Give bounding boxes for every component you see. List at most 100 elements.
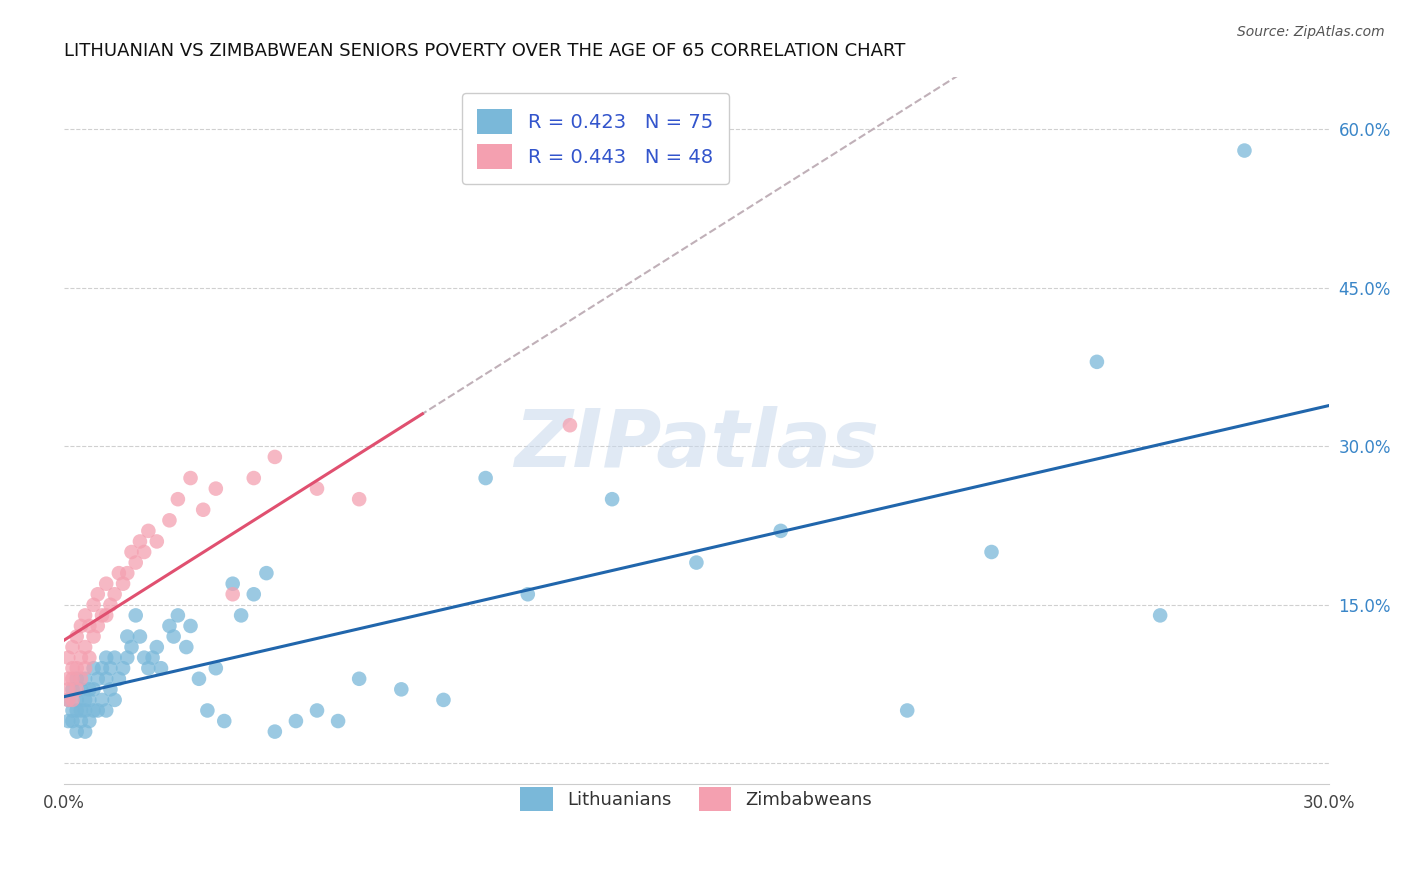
- Point: [70, 714, 93, 728]
- Point: [474, 471, 496, 485]
- Text: LITHUANIAN VS ZIMBABWEAN SENIORS POVERTY OVER THE AGE OF 65 CORRELATION CHART: LITHUANIAN VS ZIMBABWEAN SENIORS POVERTY…: [65, 42, 905, 60]
- Point: [58, 693, 80, 707]
- Point: [96, 650, 118, 665]
- Point: [150, 661, 173, 675]
- Point: [108, 672, 131, 686]
- Text: ZIPatlas: ZIPatlas: [515, 406, 879, 483]
- Point: [129, 534, 152, 549]
- Point: [58, 650, 80, 665]
- Point: [180, 471, 202, 485]
- Point: [79, 650, 101, 665]
- Point: [79, 682, 101, 697]
- Point: [600, 492, 623, 507]
- Point: [75, 703, 97, 717]
- Point: [83, 630, 105, 644]
- Point: [1149, 608, 1171, 623]
- Point: [112, 576, 135, 591]
- Point: [146, 534, 169, 549]
- Point: [62, 693, 84, 707]
- Point: [96, 703, 118, 717]
- Point: [66, 703, 89, 717]
- Point: [263, 724, 285, 739]
- Point: [980, 545, 1002, 559]
- Point: [685, 556, 707, 570]
- Point: [229, 608, 252, 623]
- Point: [87, 672, 110, 686]
- Point: [62, 682, 84, 697]
- Point: [104, 587, 127, 601]
- Point: [87, 587, 110, 601]
- Point: [79, 619, 101, 633]
- Point: [180, 619, 202, 633]
- Point: [58, 714, 80, 728]
- Point: [75, 672, 97, 686]
- Point: [75, 608, 97, 623]
- Point: [104, 693, 127, 707]
- Point: [193, 502, 215, 516]
- Point: [75, 693, 97, 707]
- Point: [96, 672, 118, 686]
- Legend: Lithuanians, Zimbabweans: Lithuanians, Zimbabweans: [506, 772, 887, 825]
- Point: [347, 672, 370, 686]
- Point: [117, 650, 139, 665]
- Point: [62, 672, 84, 686]
- Point: [138, 524, 160, 538]
- Point: [87, 619, 110, 633]
- Point: [167, 608, 190, 623]
- Point: [108, 566, 131, 581]
- Point: [558, 418, 581, 433]
- Point: [163, 630, 186, 644]
- Point: [188, 672, 211, 686]
- Point: [91, 608, 114, 623]
- Text: Source: ZipAtlas.com: Source: ZipAtlas.com: [1237, 25, 1385, 39]
- Point: [117, 566, 139, 581]
- Point: [516, 587, 538, 601]
- Point: [1233, 144, 1256, 158]
- Point: [167, 492, 190, 507]
- Point: [263, 450, 285, 464]
- Point: [212, 714, 235, 728]
- Point: [326, 714, 349, 728]
- Point: [134, 650, 156, 665]
- Point: [121, 640, 143, 654]
- Point: [79, 693, 101, 707]
- Point: [66, 630, 89, 644]
- Point: [70, 650, 93, 665]
- Point: [104, 650, 127, 665]
- Point: [58, 672, 80, 686]
- Point: [221, 576, 243, 591]
- Point: [70, 619, 93, 633]
- Point: [159, 513, 181, 527]
- Point: [83, 598, 105, 612]
- Point: [66, 682, 89, 697]
- Point: [75, 640, 97, 654]
- Point: [242, 471, 264, 485]
- Point: [75, 724, 97, 739]
- Point: [91, 661, 114, 675]
- Point: [70, 682, 93, 697]
- Point: [62, 703, 84, 717]
- Point: [83, 682, 105, 697]
- Point: [305, 482, 328, 496]
- Point: [112, 661, 135, 675]
- Point: [221, 587, 243, 601]
- Point: [79, 714, 101, 728]
- Point: [66, 661, 89, 675]
- Point: [58, 682, 80, 697]
- Point: [58, 693, 80, 707]
- Point: [242, 587, 264, 601]
- Point: [87, 703, 110, 717]
- Point: [347, 492, 370, 507]
- Point: [96, 608, 118, 623]
- Point: [66, 724, 89, 739]
- Point: [117, 630, 139, 644]
- Point: [769, 524, 792, 538]
- Point: [66, 672, 89, 686]
- Point: [91, 693, 114, 707]
- Point: [159, 619, 181, 633]
- Point: [75, 661, 97, 675]
- Point: [254, 566, 277, 581]
- Point: [389, 682, 412, 697]
- Point: [121, 545, 143, 559]
- Point: [134, 545, 156, 559]
